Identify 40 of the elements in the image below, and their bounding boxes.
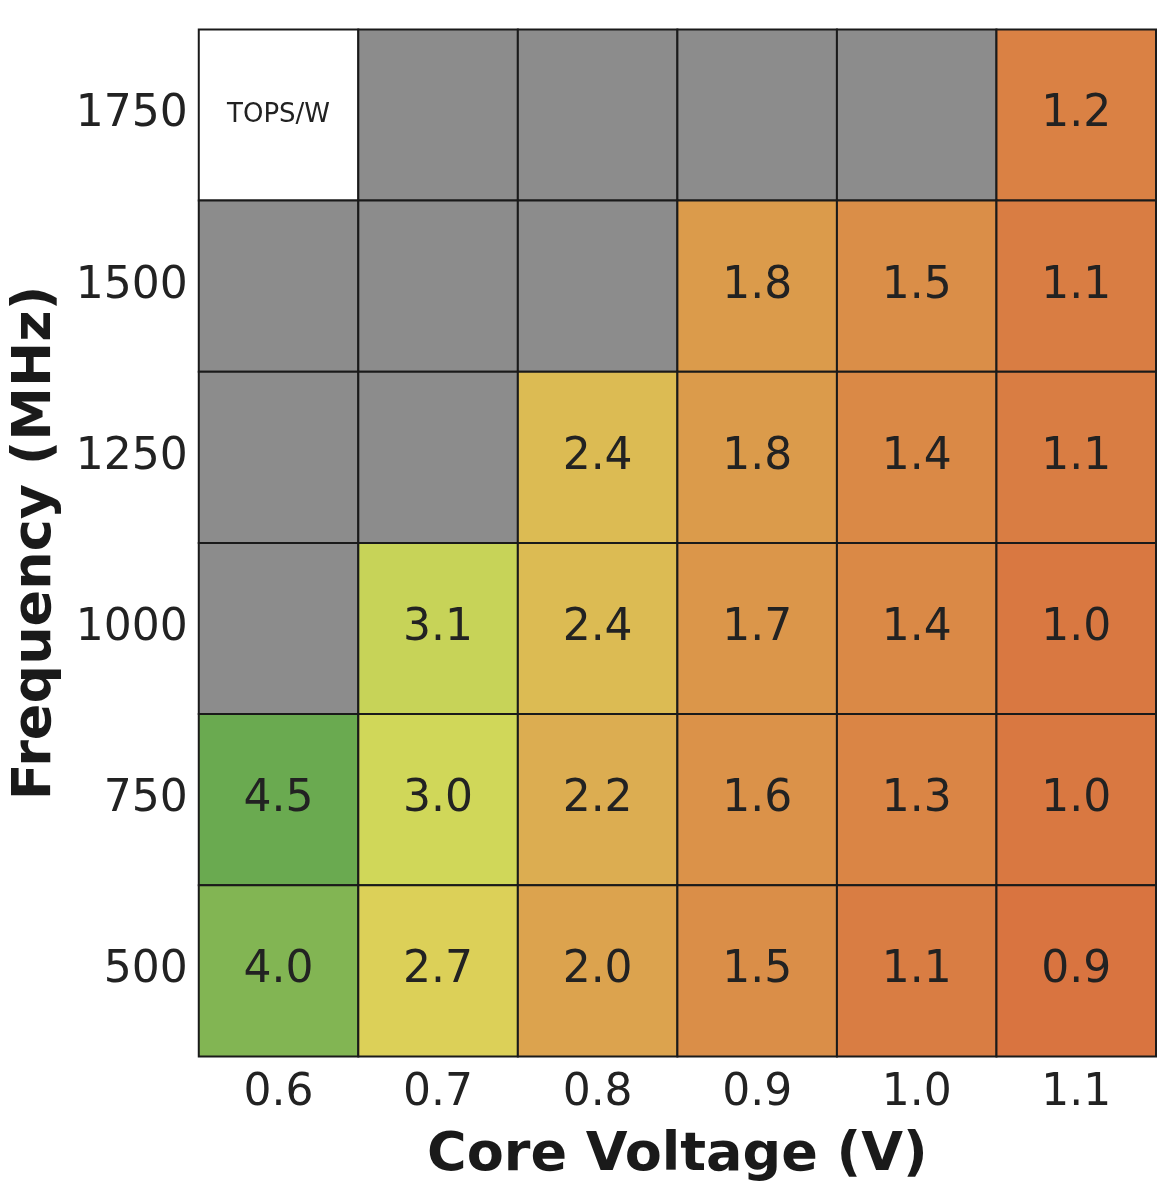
data-label: 1.4 xyxy=(881,427,952,479)
x-tick-label: 1.1 xyxy=(1041,1064,1112,1116)
x-tick-label: 0.6 xyxy=(243,1064,314,1116)
x-tick-label: 0.7 xyxy=(403,1064,474,1116)
y-tick-label: 1500 xyxy=(75,256,188,308)
data-label: 2.4 xyxy=(562,598,633,650)
data-label: 2.2 xyxy=(562,770,633,822)
data-label: 1.7 xyxy=(722,598,793,650)
data-label: 3.1 xyxy=(403,598,474,650)
data-label: 0.9 xyxy=(1041,941,1112,993)
data-label: 1.1 xyxy=(881,941,952,993)
data-label: 1.2 xyxy=(1041,85,1112,137)
x-tick-label: 0.9 xyxy=(722,1064,793,1116)
data-label: 1.1 xyxy=(1041,256,1112,308)
data-label: 1.0 xyxy=(1041,770,1112,822)
data-label: 1.4 xyxy=(881,598,952,650)
x-tick-label: 0.8 xyxy=(562,1064,633,1116)
y-tick-label: 1750 xyxy=(75,85,188,137)
y-tick-label: 1250 xyxy=(75,427,188,479)
data-label: 4.5 xyxy=(243,770,314,822)
y-tick-label: 750 xyxy=(103,770,188,822)
data-label: 1.0 xyxy=(1041,598,1112,650)
x-axis-title: Core Voltage (V) xyxy=(427,1119,928,1183)
data-label: 1.3 xyxy=(881,770,952,822)
data-label: 2.0 xyxy=(562,941,633,993)
x-tick-label: 1.0 xyxy=(881,1064,952,1116)
data-label: 2.7 xyxy=(403,941,474,993)
data-label: 1.1 xyxy=(1041,427,1112,479)
data-label: 1.5 xyxy=(881,256,952,308)
text: TOPS/W xyxy=(227,97,331,128)
data-label: 2.4 xyxy=(562,427,633,479)
data-label: 3.0 xyxy=(403,770,474,822)
data-label: 1.8 xyxy=(722,256,793,308)
y-tick-label: 500 xyxy=(103,941,188,993)
y-tick-label: 1000 xyxy=(75,598,188,650)
data-label: 4.0 xyxy=(243,941,314,993)
data-label: 1.8 xyxy=(722,427,793,479)
y-axis-title: Frequency (MHz) xyxy=(0,285,64,801)
data-label: 1.5 xyxy=(722,941,793,993)
data-label: 1.6 xyxy=(722,770,793,822)
